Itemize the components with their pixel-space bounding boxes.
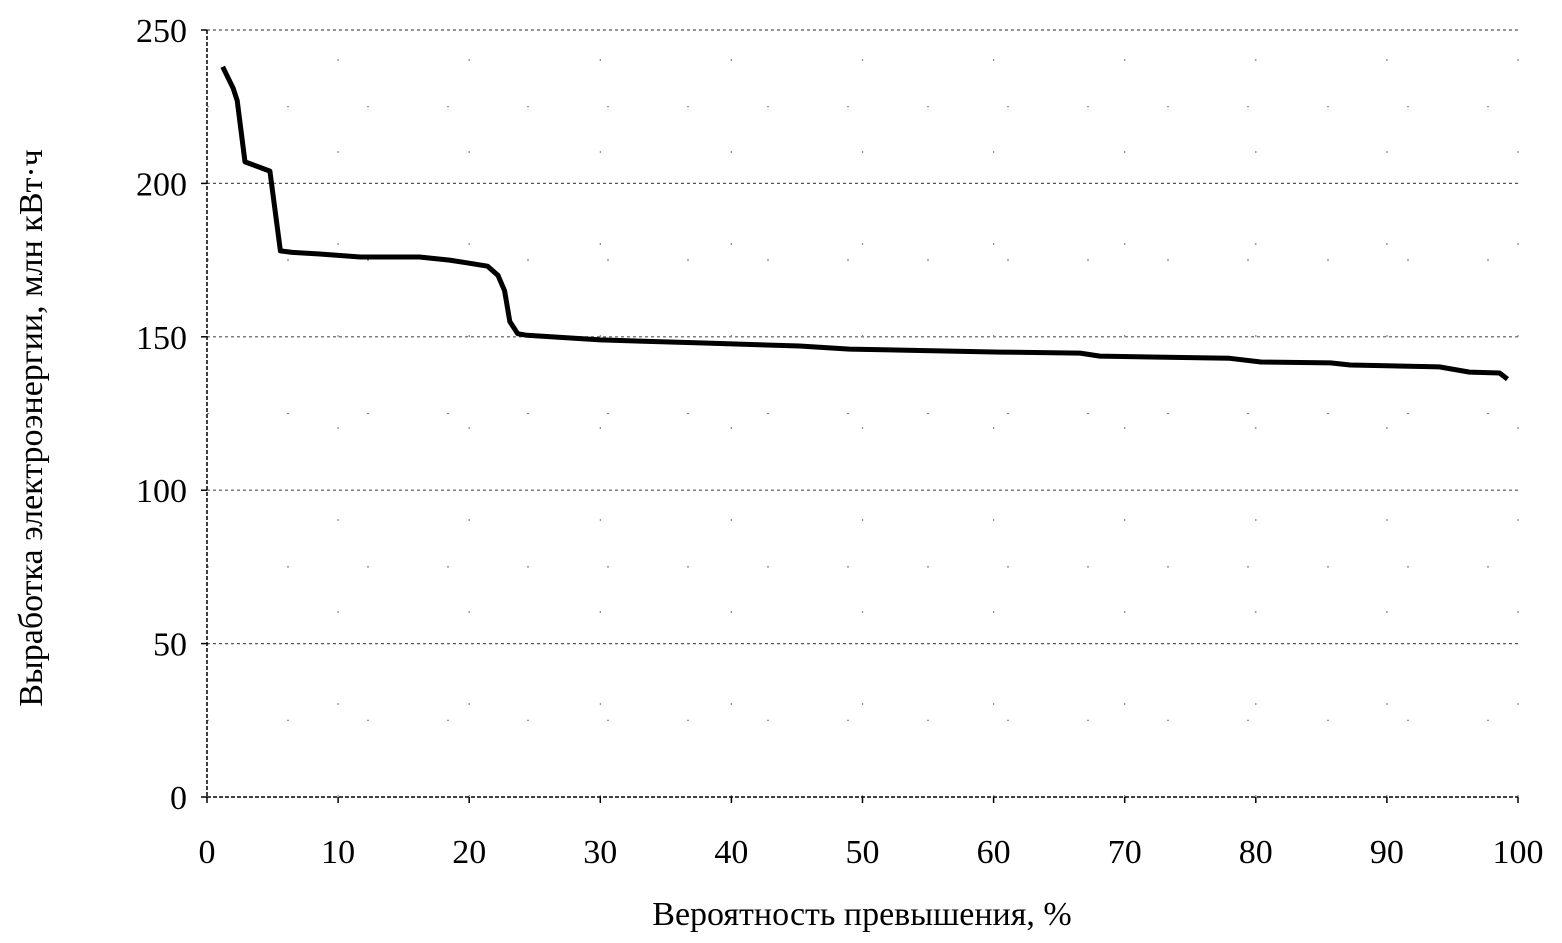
y-tick-label: 200: [136, 166, 187, 203]
x-tick-label: 30: [583, 834, 617, 871]
x-tick-label: 50: [846, 834, 880, 871]
y-tick-labels: 0 50 100 150 200 250: [136, 13, 187, 817]
x-tick-label: 60: [977, 834, 1011, 871]
y-tick-label: 250: [136, 13, 187, 50]
x-tick-label: 10: [321, 834, 355, 871]
y-tick-label: 0: [170, 780, 187, 817]
x-tick-label: 40: [714, 834, 748, 871]
x-tick-label: 90: [1370, 834, 1404, 871]
x-tick-label: 0: [199, 834, 216, 871]
x-axis-label: Вероятность превышения, %: [652, 896, 1071, 933]
x-tick-label: 70: [1108, 834, 1142, 871]
y-axis-label: Выработка электроэнергии, млн кВт·ч: [13, 149, 50, 707]
series-line: [220, 65, 1510, 382]
y-tick-label: 150: [136, 320, 187, 357]
x-tick-label: 100: [1493, 834, 1544, 871]
axes: [201, 29, 1519, 803]
x-tick-labels: 0 10 20 30 40 50 60 70 80 90 100: [199, 834, 1544, 871]
x-tick-label: 20: [452, 834, 486, 871]
grid: [207, 29, 1519, 797]
y-tick-label: 50: [153, 627, 187, 664]
x-tick-label: 80: [1239, 834, 1273, 871]
y-tick-label: 100: [136, 473, 187, 510]
